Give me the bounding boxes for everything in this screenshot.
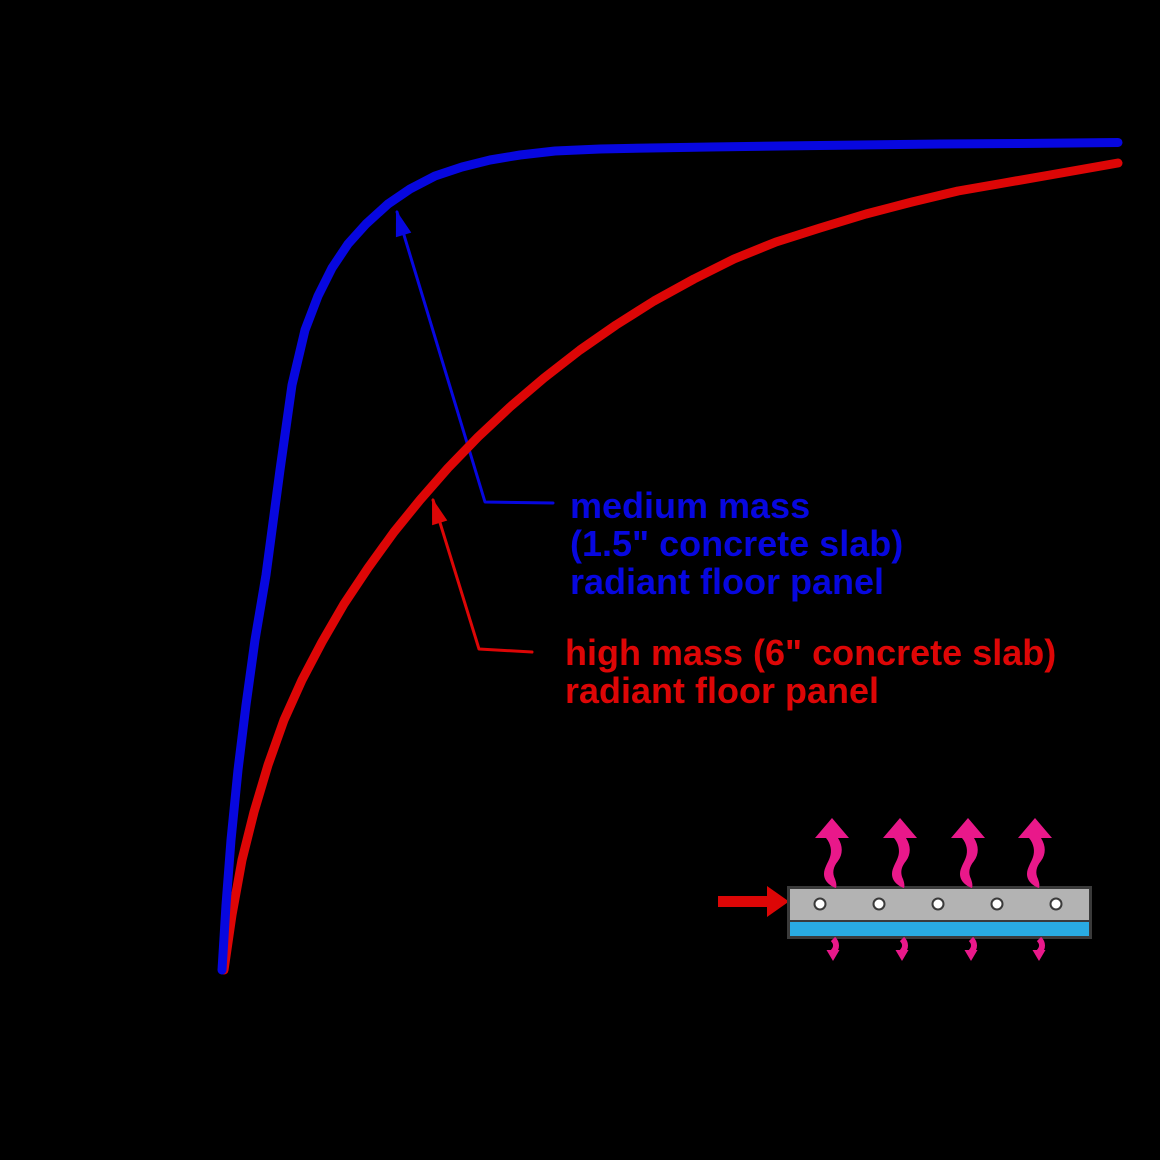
floor-panel-diagram — [718, 818, 1092, 961]
medium-mass-label-line2: (1.5" concrete slab) — [570, 523, 903, 564]
medium-mass-label-line1: medium mass — [570, 485, 810, 526]
medium-mass-annotation: medium mass (1.5" concrete slab) radiant… — [395, 210, 903, 602]
heat-down-arrow-icon — [1032, 936, 1046, 961]
high-mass-annotation: high mass (6" concrete slab) radiant flo… — [431, 498, 1056, 711]
high-mass-curve — [219, 158, 1123, 975]
tubes — [813, 897, 1063, 911]
heat-output-arrows — [815, 818, 1052, 888]
high-mass-leader-line — [431, 498, 534, 654]
medium-mass-arrowhead-icon — [395, 210, 412, 238]
heat-up-arrow-icon — [815, 818, 849, 888]
heat-down-arrow-icon — [826, 936, 840, 961]
medium-mass-leader-line — [395, 210, 555, 505]
tube-icon — [813, 897, 827, 911]
heat-up-arrow-icon — [883, 818, 917, 888]
tube-icon — [931, 897, 945, 911]
tube-icon — [990, 897, 1004, 911]
heat-down-arrow-icon — [964, 936, 978, 961]
heat-up-arrow-icon — [1018, 818, 1052, 888]
high-mass-arrowhead-icon — [432, 498, 448, 526]
high-mass-label-line1: high mass (6" concrete slab) — [565, 632, 1056, 673]
high-mass-label-line2: radiant floor panel — [565, 670, 879, 711]
heat-down-arrow-icon — [895, 936, 909, 961]
medium-mass-label-line3: radiant floor panel — [570, 561, 884, 602]
heat-up-arrow-icon — [951, 818, 985, 888]
supply-arrow-head — [767, 886, 789, 917]
heat-loss-arrows — [826, 936, 1046, 961]
supply-arrow-icon — [718, 886, 789, 917]
insulation-layer — [790, 922, 1089, 936]
tube-icon — [872, 897, 886, 911]
supply-arrow-shaft — [718, 896, 767, 907]
curves — [217, 138, 1123, 975]
medium-mass-curve — [217, 138, 1123, 975]
tube-icon — [1049, 897, 1063, 911]
slab-assembly — [787, 886, 1092, 939]
